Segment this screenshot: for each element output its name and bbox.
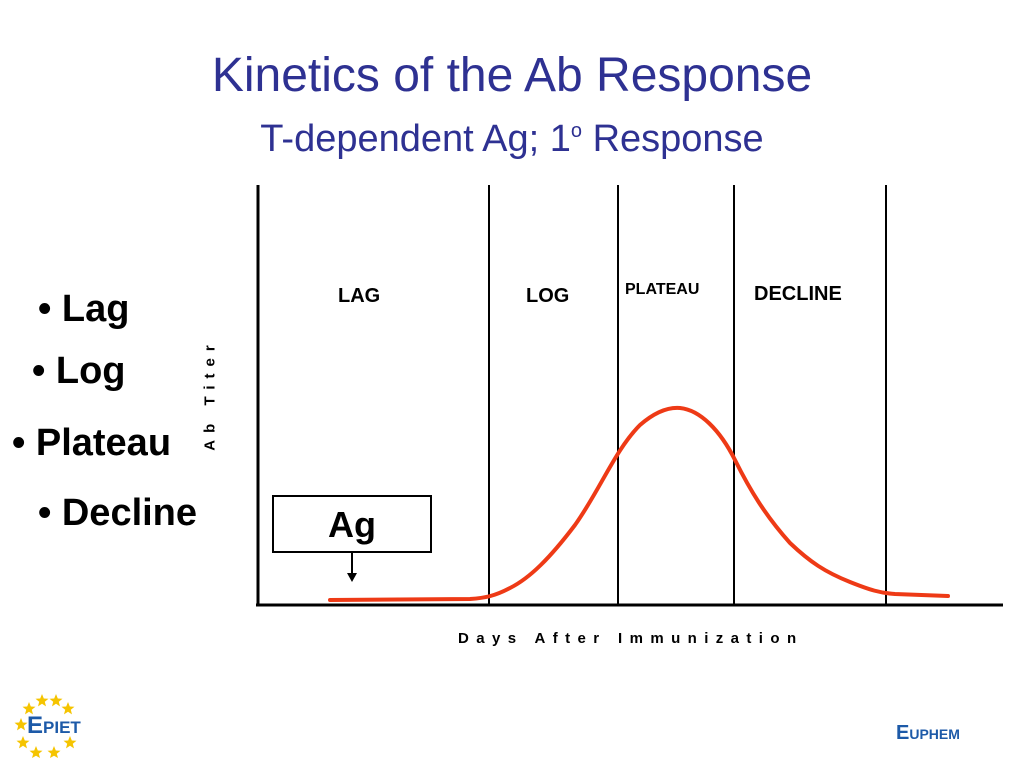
phase-label-decline: DECLINE [754, 283, 842, 305]
epiet-logo: Epiet [12, 692, 112, 758]
bullet-plateau: • Plateau [12, 422, 172, 464]
subtitle-rest: Response [582, 118, 764, 160]
subtitle-main: T-dependent Ag; 1 [260, 118, 571, 160]
subtitle-superscript: o [570, 120, 583, 142]
star-ring-icon [14, 694, 77, 758]
antibody-titer-curve [328, 405, 950, 602]
euphem-logo: Euphem [896, 722, 960, 744]
slide-subtitle: T-dependent Ag; 1o Response [0, 120, 1024, 158]
bullet-log: • Log [32, 350, 126, 392]
y-axis-label: Ab Titer [201, 338, 219, 451]
bullet-decline: • Decline [38, 492, 198, 534]
antigen-label: Ag [328, 504, 376, 545]
phase-label-plateau: PLATEAU [625, 281, 700, 298]
epiet-wordmark: Epiet [27, 712, 81, 739]
antigen-arrow-head [347, 573, 357, 582]
phase-label-log: LOG [526, 285, 570, 307]
antigen-box: Ag [272, 495, 432, 553]
x-axis-label: Days After Immunization [458, 630, 804, 647]
phase-label-lag: LAG [338, 285, 381, 307]
bullet-lag: • Lag [38, 288, 130, 330]
slide-title: Kinetics of the Ab Response [211, 49, 813, 102]
